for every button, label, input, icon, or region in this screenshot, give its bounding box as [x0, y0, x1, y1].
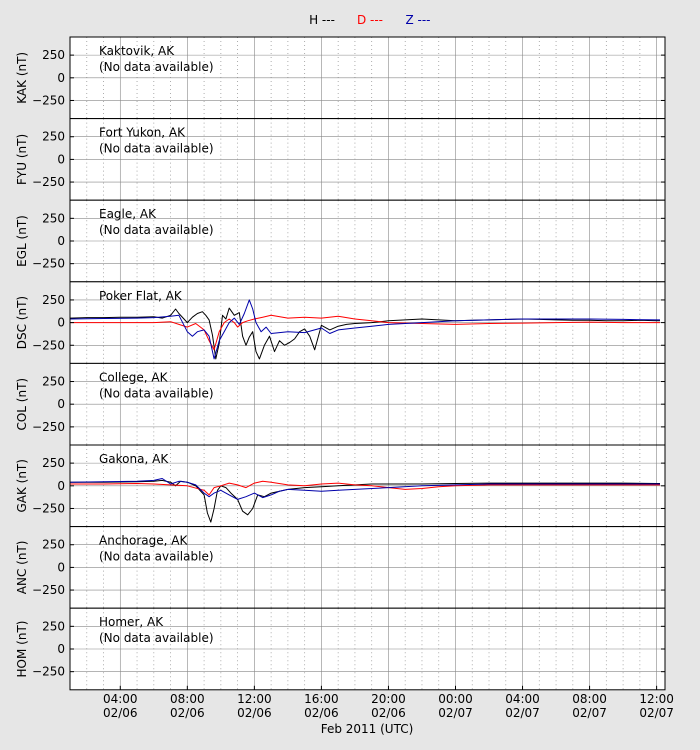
x-tick-date: 02/06 — [103, 706, 138, 720]
y-tick-label: −250 — [32, 583, 65, 597]
x-axis-label: Feb 2011 (UTC) — [321, 722, 414, 736]
y-tick-label: −250 — [32, 665, 65, 679]
station-name: Eagle, AK — [99, 207, 157, 221]
legend-item-d: D --- — [357, 13, 383, 27]
x-tick-time: 00:00 — [438, 692, 473, 706]
no-data-note: (No data available) — [99, 550, 214, 564]
y-tick-label: 0 — [57, 397, 65, 411]
x-tick-date: 02/06 — [237, 706, 272, 720]
y-tick-label: 0 — [57, 152, 65, 166]
y-tick-label: 0 — [57, 642, 65, 656]
legend: H --- D --- Z --- — [309, 13, 430, 27]
x-tick-date: 02/07 — [505, 706, 540, 720]
station-name: Fort Yukon, AK — [99, 126, 186, 140]
legend-item-h: H --- — [309, 13, 335, 27]
x-tick-time: 16:00 — [304, 692, 339, 706]
x-tick-date: 02/07 — [639, 706, 674, 720]
y-axis-label: EGL (nT) — [15, 215, 29, 267]
no-data-note: (No data available) — [99, 60, 214, 74]
y-axis-label: FYU (nT) — [15, 134, 29, 185]
y-axis-label: KAK (nT) — [15, 52, 29, 104]
series-line-d — [70, 314, 660, 351]
y-axis-label: GAK (nT) — [15, 459, 29, 513]
no-data-note: (No data available) — [99, 223, 214, 237]
x-tick-time: 08:00 — [170, 692, 205, 706]
x-tick-date: 02/06 — [170, 706, 205, 720]
x-tick-time: 04:00 — [103, 692, 138, 706]
y-axis-label: DSC (nT) — [15, 296, 29, 349]
y-tick-label: 250 — [42, 48, 65, 62]
x-tick-date: 02/07 — [572, 706, 607, 720]
station-name: Kaktovik, AK — [99, 44, 175, 58]
y-tick-label: −250 — [32, 93, 65, 107]
x-tick-time: 04:00 — [505, 692, 540, 706]
y-tick-label: −250 — [32, 420, 65, 434]
y-tick-label: −250 — [32, 501, 65, 515]
y-tick-label: −250 — [32, 338, 65, 352]
x-axis: 04:0002/0608:0002/0612:0002/0616:0002/06… — [103, 685, 674, 720]
no-data-note: (No data available) — [99, 631, 214, 645]
series-line-z — [70, 299, 660, 360]
x-tick-time: 12:00 — [639, 692, 674, 706]
y-tick-label: 0 — [57, 560, 65, 574]
y-tick-label: −250 — [32, 175, 65, 189]
x-tick-date: 02/07 — [438, 706, 473, 720]
series-line-z — [70, 478, 660, 500]
series-line-h — [70, 479, 660, 523]
no-data-note: (No data available) — [99, 386, 214, 400]
y-tick-label: 250 — [42, 130, 65, 144]
x-tick-date: 02/06 — [371, 706, 406, 720]
x-tick-date: 02/06 — [304, 706, 339, 720]
station-name: Homer, AK — [99, 615, 164, 629]
y-tick-label: 250 — [42, 538, 65, 552]
y-tick-label: 250 — [42, 619, 65, 633]
x-tick-time: 08:00 — [572, 692, 607, 706]
station-name: Gakona, AK — [99, 452, 169, 466]
x-tick-time: 20:00 — [371, 692, 406, 706]
y-tick-label: 0 — [57, 234, 65, 248]
y-tick-label: 250 — [42, 375, 65, 389]
series-line-d — [70, 480, 660, 496]
y-tick-label: 250 — [42, 211, 65, 225]
y-axis-label: ANC (nT) — [15, 541, 29, 595]
legend-item-z: Z --- — [405, 13, 430, 27]
y-tick-label: 0 — [57, 479, 65, 493]
y-tick-label: 250 — [42, 456, 65, 470]
y-axis-label: HOM (nT) — [15, 621, 29, 678]
y-tick-label: 250 — [42, 293, 65, 307]
y-tick-label: 0 — [57, 71, 65, 85]
station-name: College, AK — [99, 370, 169, 384]
y-tick-label: −250 — [32, 257, 65, 271]
x-tick-time: 12:00 — [237, 692, 272, 706]
y-axis-label: COL (nT) — [15, 378, 29, 431]
station-name: Anchorage, AK — [99, 534, 188, 548]
no-data-note: (No data available) — [99, 142, 214, 156]
station-name: Poker Flat, AK — [99, 289, 183, 303]
y-tick-label: 0 — [57, 316, 65, 330]
